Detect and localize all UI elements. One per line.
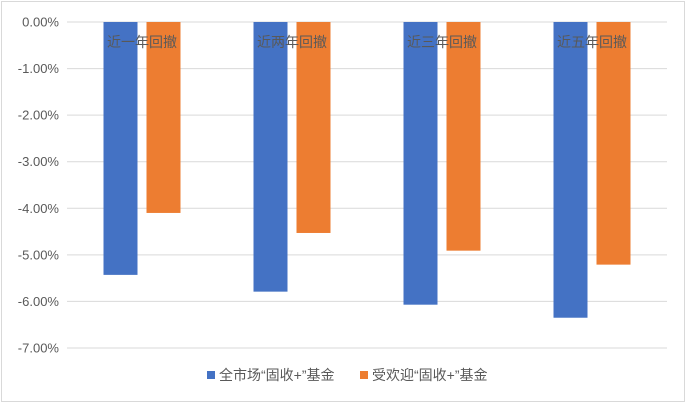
category-label: 近三年回撤 [407, 34, 477, 50]
bar-popular-4 [596, 22, 631, 265]
category-label: 近一年回撤 [107, 34, 177, 50]
category-label: 近两年回撤 [257, 34, 327, 50]
bar-all-market-2 [253, 22, 288, 292]
bar-popular-3 [446, 22, 481, 251]
legend-swatch [360, 371, 368, 379]
y-tick-label: -7.00% [18, 341, 60, 356]
bar-all-market-4 [553, 22, 588, 318]
bar-popular-2 [296, 22, 331, 233]
y-tick-label: -4.00% [18, 201, 60, 216]
bar-popular-1 [146, 22, 181, 213]
bar-all-market-1 [103, 22, 138, 275]
y-tick-label: 0.00% [22, 15, 59, 30]
y-tick-label: -5.00% [18, 247, 60, 262]
category-label: 近五年回撤 [557, 34, 627, 50]
y-tick-label: -1.00% [18, 61, 60, 76]
y-tick-label: -6.00% [18, 294, 60, 309]
y-tick-label: -2.00% [18, 108, 60, 123]
y-tick-label: -3.00% [18, 154, 60, 169]
legend-label: 全市场“固收+”基金 [219, 367, 335, 383]
bar-all-market-3 [403, 22, 438, 305]
legend-label: 受欢迎“固收+”基金 [372, 367, 488, 383]
legend-swatch [207, 371, 215, 379]
